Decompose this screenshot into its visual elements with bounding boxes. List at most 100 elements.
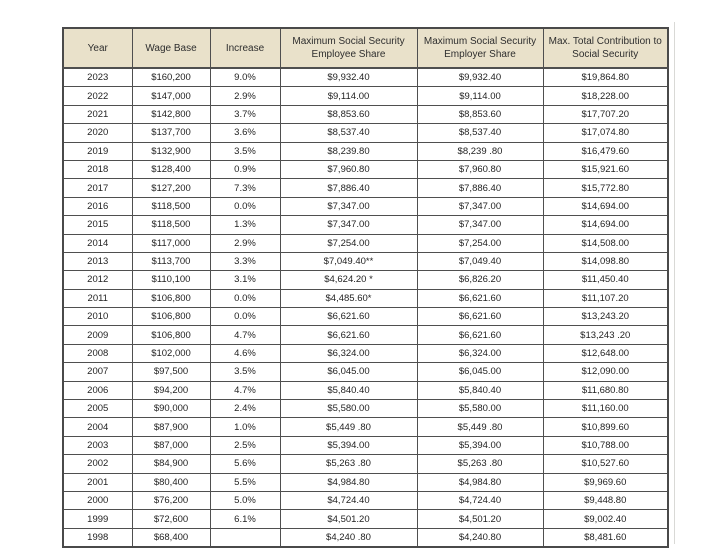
cell-year: 2023 — [62, 67, 133, 88]
cell-max-employer-share: $7,049.40 — [416, 251, 544, 272]
cell-increase: 2.9% — [209, 86, 281, 106]
cell-increase: 5.5% — [209, 472, 281, 492]
cell-max-employee-share: $6,621.60 — [279, 307, 418, 327]
cell-year: 2015 — [62, 215, 133, 235]
cell-max-employer-share: $5,394.00 — [416, 435, 544, 456]
cell-year: 2012 — [62, 270, 133, 290]
cell-max-total-contribution: $14,694.00 — [542, 196, 669, 217]
cell-max-employer-share: $8,239 .80 — [416, 141, 544, 161]
cell-max-employer-share: $9,932.40 — [416, 67, 544, 88]
cell-wage-base: $147,000 — [131, 86, 211, 106]
cell-max-employee-share: $5,394.00 — [279, 435, 418, 456]
cell-increase: 2.9% — [209, 233, 281, 253]
cell-max-total-contribution: $16,479.60 — [542, 141, 669, 161]
cell-max-employer-share: $5,449 .80 — [416, 417, 544, 437]
cell-max-employer-share: $6,621.60 — [416, 288, 544, 309]
cell-max-total-contribution: $15,772.80 — [542, 178, 669, 198]
cell-wage-base: $106,800 — [131, 307, 211, 327]
cell-wage-base: $87,000 — [131, 435, 211, 456]
cell-max-total-contribution: $17,707.20 — [542, 104, 669, 125]
cell-year: 2000 — [62, 490, 133, 511]
table-row: 2010 $106,800 0.0% $6,621.60 $6,621.60 $… — [62, 307, 669, 327]
cell-max-total-contribution: $12,648.00 — [542, 343, 669, 364]
cell-max-total-contribution: $17,074.80 — [542, 123, 669, 143]
cell-max-total-contribution: $14,098.80 — [542, 251, 669, 272]
cell-increase: 3.5% — [209, 141, 281, 161]
cell-wage-base: $106,800 — [131, 288, 211, 309]
cell-wage-base: $128,400 — [131, 159, 211, 180]
cell-year: 1999 — [62, 509, 133, 529]
cell-max-employee-share: $7,960.80 — [279, 159, 418, 180]
cell-increase: 4.7% — [209, 380, 281, 401]
table-row: 2007 $97,500 3.5% $6,045.00 $6,045.00 $1… — [62, 362, 669, 382]
cell-year: 2001 — [62, 472, 133, 492]
cell-max-employee-share: $6,324.00 — [279, 343, 418, 364]
cell-max-employee-share: $4,724.40 — [279, 490, 418, 511]
cell-increase: 4.6% — [209, 343, 281, 364]
cell-max-employer-share: $5,580.00 — [416, 399, 544, 419]
table-row: 2004 $87,900 1.0% $5,449 .80 $5,449 .80 … — [62, 417, 669, 437]
cell-wage-base: $72,600 — [131, 509, 211, 529]
cell-max-employee-share: $5,580.00 — [279, 399, 418, 419]
cell-increase: 6.1% — [209, 509, 281, 529]
header-max-employee-share: Maximum Social Security Employee Share — [279, 27, 418, 69]
cell-max-total-contribution: $14,508.00 — [542, 233, 669, 253]
table-row: 1998 $68,400 $4,240 .80 $4,240.80 $8,481… — [62, 527, 669, 548]
cell-max-total-contribution: $9,448.80 — [542, 490, 669, 511]
cell-wage-base: $90,000 — [131, 399, 211, 419]
cell-max-total-contribution: $9,969.60 — [542, 472, 669, 492]
cell-wage-base: $87,900 — [131, 417, 211, 437]
table-row: 2000 $76,200 5.0% $4,724.40 $4,724.40 $9… — [62, 490, 669, 511]
table-row: 2021 $142,800 3.7% $8,853.60 $8,853.60 $… — [62, 104, 669, 125]
header-max-total-contribution: Max. Total Contribution to Social Securi… — [542, 27, 669, 69]
header-increase: Increase — [209, 27, 281, 69]
cell-increase: 0.0% — [209, 196, 281, 217]
cell-wage-base: $127,200 — [131, 178, 211, 198]
cell-wage-base: $118,500 — [131, 215, 211, 235]
cell-max-total-contribution: $10,788.00 — [542, 435, 669, 456]
table-row: 2022 $147,000 2.9% $9,114.00 $9,114.00 $… — [62, 86, 669, 106]
cell-wage-base: $102,000 — [131, 343, 211, 364]
cell-max-total-contribution: $15,921.60 — [542, 159, 669, 180]
cell-increase: 0.0% — [209, 307, 281, 327]
cell-max-employer-share: $7,347.00 — [416, 196, 544, 217]
cell-max-employee-share: $7,347.00 — [279, 196, 418, 217]
cell-wage-base: $137,700 — [131, 123, 211, 143]
cell-year: 2013 — [62, 251, 133, 272]
cell-year: 2011 — [62, 288, 133, 309]
cell-wage-base: $117,000 — [131, 233, 211, 253]
cell-year: 2004 — [62, 417, 133, 437]
cell-max-employer-share: $5,840.40 — [416, 380, 544, 401]
table-body: 2023 $160,200 9.0% $9,932.40 $9,932.40 $… — [62, 67, 669, 548]
cell-increase: 2.5% — [209, 435, 281, 456]
cell-wage-base: $110,100 — [131, 270, 211, 290]
cell-max-total-contribution: $13,243.20 — [542, 307, 669, 327]
cell-max-total-contribution: $9,002.40 — [542, 509, 669, 529]
page-edge-line — [674, 22, 675, 544]
social-security-table-container: Year Wage Base Increase Maximum Social S… — [62, 27, 669, 549]
cell-max-employer-share: $6,045.00 — [416, 362, 544, 382]
cell-increase — [209, 527, 281, 548]
cell-year: 2003 — [62, 435, 133, 456]
table-row: 2003 $87,000 2.5% $5,394.00 $5,394.00 $1… — [62, 435, 669, 456]
table-row: 2017 $127,200 7.3% $7,886.40 $7,886.40 $… — [62, 178, 669, 198]
cell-max-employee-share: $7,049.40** — [279, 251, 418, 272]
cell-max-employee-share: $4,984.80 — [279, 472, 418, 492]
cell-wage-base: $142,800 — [131, 104, 211, 125]
table-row: 2009 $106,800 4.7% $6,621.60 $6,621.60 $… — [62, 325, 669, 345]
table-row: 2020 $137,700 3.6% $8,537.40 $8,537.40 $… — [62, 123, 669, 143]
table-row: 2019 $132,900 3.5% $8,239.80 $8,239 .80 … — [62, 141, 669, 161]
cell-max-total-contribution: $11,107.20 — [542, 288, 669, 309]
cell-max-employee-share: $6,045.00 — [279, 362, 418, 382]
cell-increase: 3.7% — [209, 104, 281, 125]
cell-increase: 1.3% — [209, 215, 281, 235]
cell-year: 2007 — [62, 362, 133, 382]
cell-year: 2018 — [62, 159, 133, 180]
cell-year: 2020 — [62, 123, 133, 143]
cell-max-employer-share: $7,960.80 — [416, 159, 544, 180]
cell-wage-base: $113,700 — [131, 251, 211, 272]
cell-year: 2017 — [62, 178, 133, 198]
cell-max-employee-share: $7,254.00 — [279, 233, 418, 253]
cell-max-total-contribution: $14,694.00 — [542, 215, 669, 235]
